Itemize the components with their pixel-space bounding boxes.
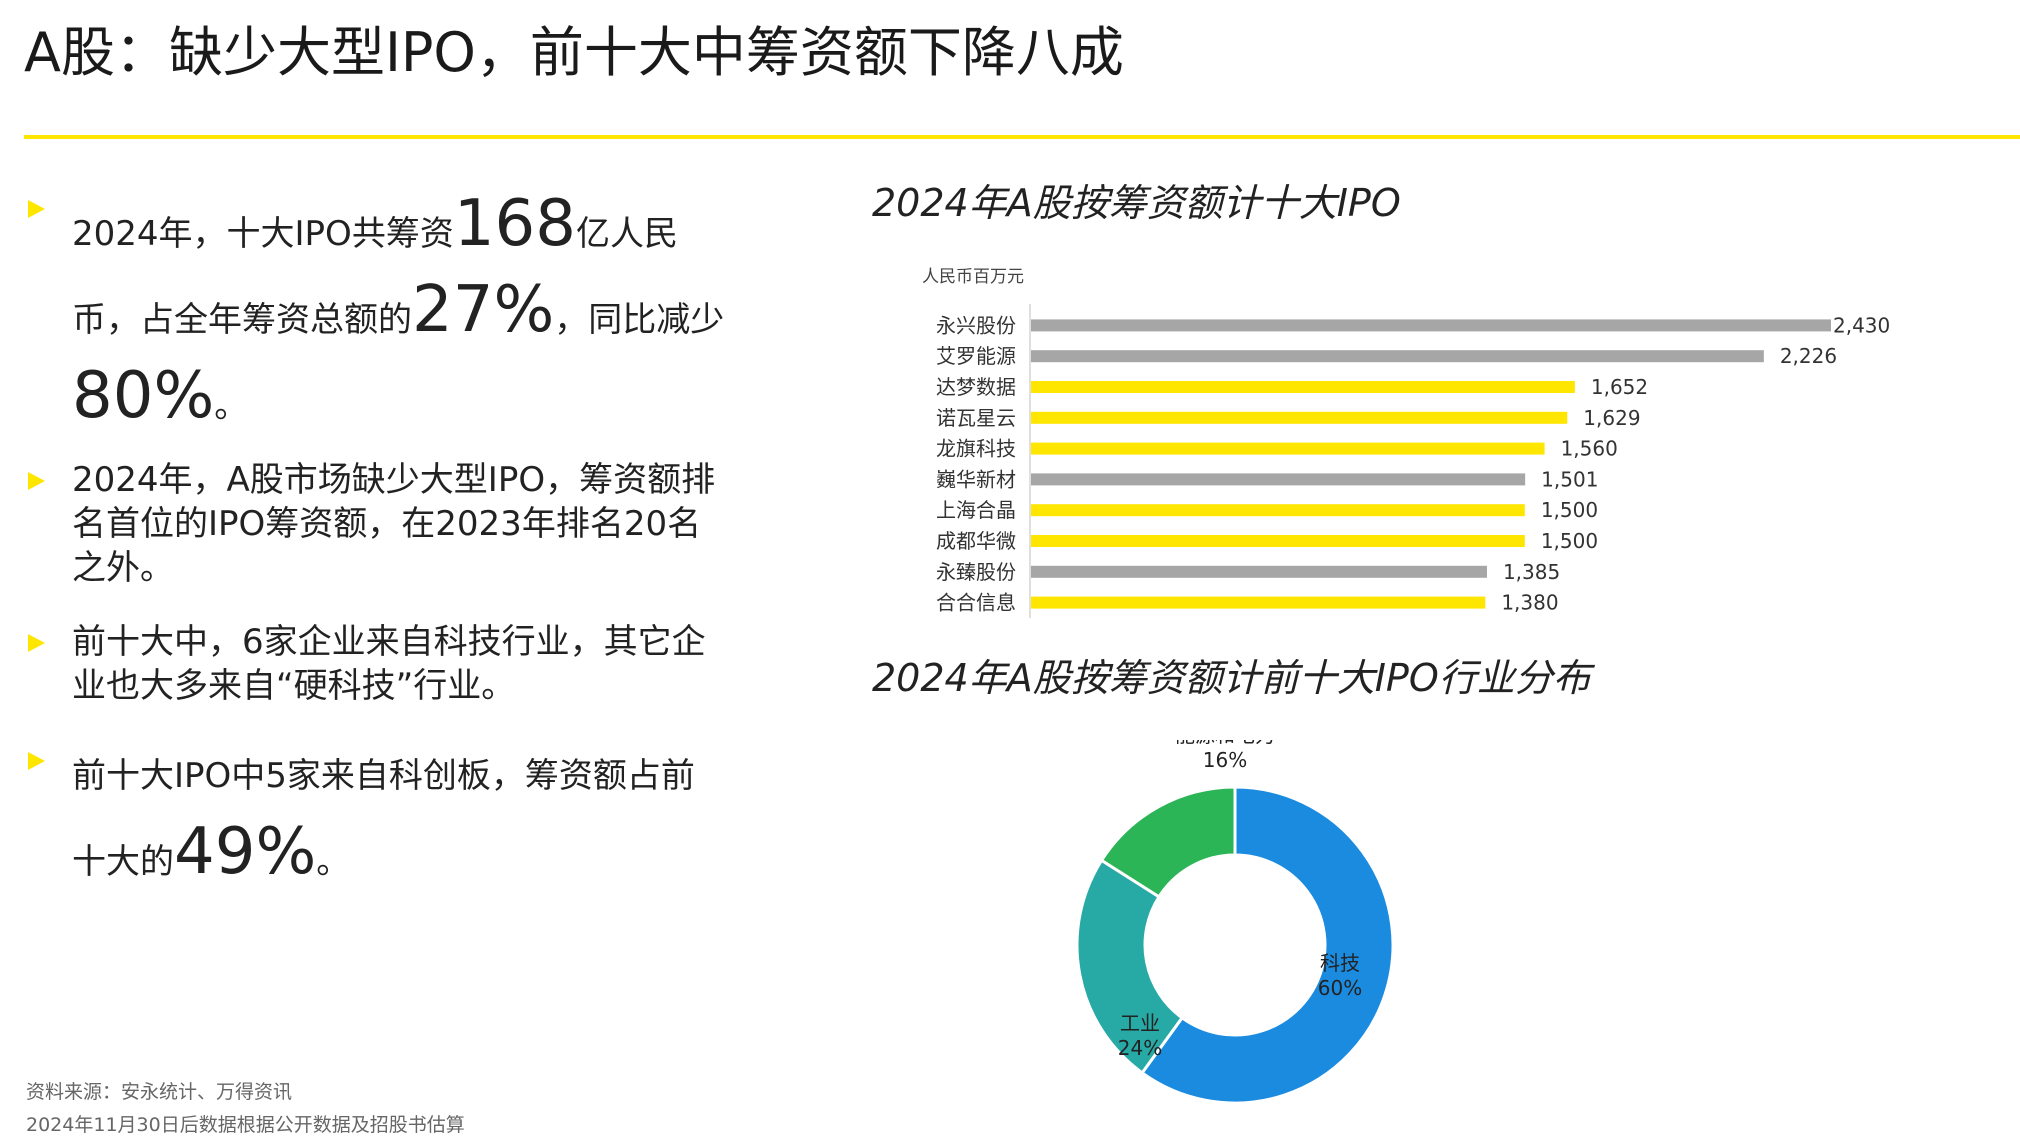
bar-value-label: 1,652 <box>1591 375 1648 399</box>
donut-slice <box>1099 785 1237 899</box>
bar-category-label: 合合信息 <box>936 591 1016 615</box>
donut-slice <box>1140 785 1395 1105</box>
bar <box>1031 381 1575 393</box>
bar-category-label: 诺瓦星云 <box>936 406 1016 430</box>
bullet-item-3: 前十大中，6家企业来自科技行业，其它企业也大多来自“硬科技”行业。 <box>28 620 728 708</box>
bar-value-label: 1,500 <box>1541 529 1598 553</box>
bar-chart-title: 2024年A股按筹资额计十大IPO <box>872 181 1401 225</box>
bullet-item-1: 2024年，十大IPO共筹资168亿人民币，占全年筹资总额的27%，同比减少80… <box>28 186 728 444</box>
bar-value-label: 1,560 <box>1561 437 1618 461</box>
bullet-text-3: 前十大中，6家企业来自科技行业，其它企业也大多来自“硬科技”行业。 <box>72 622 706 706</box>
bar-value-label: 1,385 <box>1503 560 1560 584</box>
bar-category-label: 龙旗科技 <box>936 437 1016 461</box>
triangle-bullet-icon <box>28 752 45 770</box>
slice-percent-label: 24% <box>1118 1036 1162 1060</box>
bar <box>1031 535 1525 547</box>
bar-value-label: 1,629 <box>1583 406 1640 430</box>
bar-category-label: 永臻股份 <box>936 560 1016 584</box>
slide-title: A股：缺少大型IPO，前十大中筹资额下降八成 <box>24 21 1124 84</box>
bar-chart-unit-label: 人民币百万元 <box>922 267 1024 287</box>
bar-category-label: 成都华微 <box>936 529 1016 553</box>
bar <box>1031 442 1545 455</box>
bar <box>1031 319 1831 332</box>
bar <box>1031 473 1526 486</box>
bar-category-label: 达梦数据 <box>936 375 1016 399</box>
title-divider <box>24 135 2020 139</box>
bar-value-label: 2,430 <box>1833 313 1890 337</box>
bar-category-label: 巍华新材 <box>936 467 1016 491</box>
highlight-figure: 27% <box>412 273 555 347</box>
bar-value-label: 1,380 <box>1501 591 1558 615</box>
bullet-text-1: 2024年，十大IPO共筹资168亿人民币，占全年筹资总额的27%，同比减少80… <box>72 187 725 433</box>
bullet-list: 2024年，十大IPO共筹资168亿人民币，占全年筹资总额的27%，同比减少80… <box>28 186 728 900</box>
bar <box>1031 596 1486 609</box>
bar <box>1031 504 1525 517</box>
triangle-bullet-icon <box>28 634 45 652</box>
bar <box>1031 565 1487 578</box>
bar <box>1031 411 1568 424</box>
source-note: 资料来源：安永统计、万得资讯 <box>26 1081 293 1103</box>
bar <box>1031 350 1764 363</box>
slice-name-label: 科技 <box>1320 951 1360 975</box>
donut-slice <box>1075 858 1185 1075</box>
bullet-item-2: 2024年，A股市场缺少大型IPO，筹资额排名首位的IPO筹资额，在2023年排… <box>28 458 728 590</box>
bar-category-label: 永兴股份 <box>936 313 1016 337</box>
slice-percent-label: 60% <box>1318 976 1362 1000</box>
bar-value-label: 1,501 <box>1541 467 1598 491</box>
bullet-text-4: 前十大IPO中5家来自科创板，筹资额占前十大的49%。 <box>72 756 695 889</box>
bar-value-label: 2,226 <box>1780 344 1837 368</box>
triangle-bullet-icon <box>28 200 45 218</box>
highlight-figure: 49% <box>174 815 317 889</box>
slice-name-label: 能源和电力 <box>1175 740 1275 747</box>
estimate-note: 2024年11月30日后数据根据公开数据及招股书估算 <box>26 1114 465 1136</box>
triangle-bullet-icon <box>28 472 45 490</box>
pie-chart-title: 2024年A股按筹资额计前十大IPO行业分布 <box>872 656 1591 700</box>
highlight-figure: 168 <box>453 187 576 261</box>
bar-chart: 永兴股份 2,430 艾罗能源 2,226 达梦数据 1,652 诺瓦星云 1,629 龙旗科技… <box>936 304 1890 618</box>
bar-value-label: 1,500 <box>1541 498 1598 522</box>
bullet-text-2: 2024年，A股市场缺少大型IPO，筹资额排名首位的IPO筹资额，在2023年排… <box>72 460 716 588</box>
bar-category-label: 艾罗能源 <box>936 344 1016 368</box>
slice-name-label: 工业 <box>1120 1011 1160 1035</box>
bullet-item-4: 前十大IPO中5家来自科创板，筹资额占前十大的49%。 <box>28 738 728 900</box>
highlight-figure: 80% <box>72 359 215 433</box>
slice-percent-label: 16% <box>1203 748 1247 772</box>
bar-category-label: 上海合晶 <box>936 498 1016 522</box>
